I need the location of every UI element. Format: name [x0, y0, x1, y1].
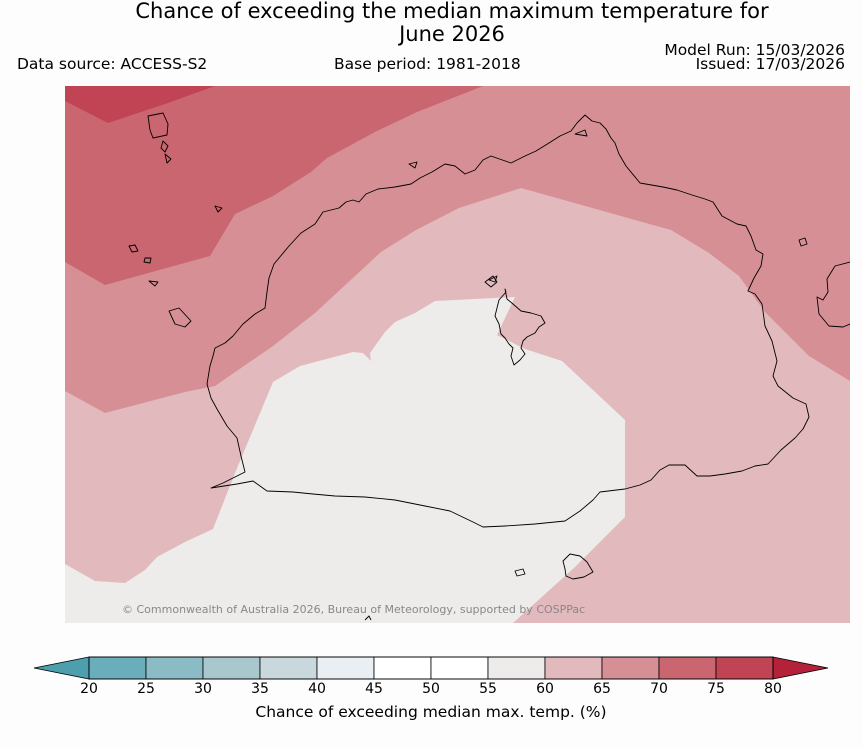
colorbar-tick-label: 40 [308, 681, 326, 697]
colorbar-tick-label: 50 [422, 681, 440, 697]
colorbar-bin [430, 656, 489, 680]
colorbar-bin [316, 656, 375, 680]
australia-mainland [206, 114, 810, 528]
colorbar-tick-label: 55 [479, 681, 497, 697]
kangaroo-island [514, 568, 526, 577]
colorbar-low-extension [33, 656, 90, 680]
colorbar-tick-label: 25 [137, 681, 155, 697]
colorbar-tick-label: 45 [365, 681, 383, 697]
island-i [574, 129, 588, 137]
colorbar-bin [487, 656, 546, 680]
island-h [408, 161, 418, 169]
base-period-label: Base period: 1981-2018 [334, 55, 521, 73]
island-j [798, 237, 808, 247]
tasmania [562, 553, 594, 580]
colorbar-bin [658, 656, 717, 680]
sumatra-top [147, 112, 169, 139]
title-line-1: Chance of exceeding the median maximum t… [135, 0, 769, 23]
zone-70-75 [65, 86, 483, 285]
colorbar-bin [259, 656, 318, 680]
colorbar-bin [544, 656, 603, 680]
colorbar-bin [601, 656, 660, 680]
island-e [143, 257, 152, 264]
forecast-map: © Commonwealth of Australia 2026, Bureau… [65, 86, 850, 623]
island-b [164, 153, 172, 164]
copyright-text: © Commonwealth of Australia 2026, Bureau… [122, 603, 585, 616]
coastline [128, 112, 850, 621]
data-source-label: Data source: ACCESS-S2 [17, 55, 208, 73]
chart-title: Chance of exceeding the median maximum t… [0, 0, 862, 46]
model-run-label: Model Run: 15/03/2026 [664, 41, 845, 59]
colorbar-bin [145, 656, 204, 680]
colorbar-tick-label: 65 [593, 681, 611, 697]
colorbar-tick-label: 60 [536, 681, 554, 697]
island-g [168, 307, 192, 328]
new-guinea [494, 288, 546, 366]
colorbar-tick-label: 35 [251, 681, 269, 697]
colorbar-frame [88, 656, 774, 680]
island-l [364, 615, 372, 621]
colorbar-tick-label: 30 [194, 681, 212, 697]
colorbar [33, 656, 829, 680]
colorbar-bin [715, 656, 774, 680]
colorbar-bin [202, 656, 261, 680]
colorbar-tick-label: 80 [764, 681, 782, 697]
colorbar-tick-label: 75 [707, 681, 725, 697]
colorbar-high-extension [772, 656, 829, 680]
island-k [816, 261, 850, 328]
island-a [160, 140, 169, 153]
colorbar-title: Chance of exceeding median max. temp. (%… [255, 703, 607, 721]
island-c [214, 205, 223, 213]
island-f [148, 280, 159, 287]
colorbar-bin [373, 656, 432, 680]
new-guinea-north [488, 275, 498, 283]
timor [484, 275, 498, 288]
issued-label: Issued: 17/03/2026 [695, 55, 845, 73]
colorbar-tick-label: 20 [80, 681, 98, 697]
zone-75-80 [65, 86, 215, 123]
colorbar-bin [88, 656, 147, 680]
island-d [128, 244, 139, 253]
title-line-2: June 2026 [399, 22, 505, 46]
colorbar-tick-label: 70 [650, 681, 668, 697]
